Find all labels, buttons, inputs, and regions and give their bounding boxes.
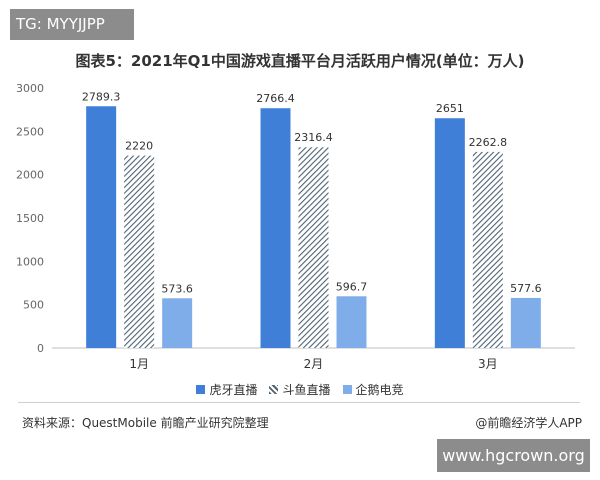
x-tick-label: 2月	[304, 357, 324, 371]
bar	[260, 108, 291, 348]
bar-value-label: 573.6	[161, 282, 193, 295]
bar	[336, 296, 367, 348]
legend-item: 企鹅电竞	[342, 381, 404, 398]
y-tick-label: 0	[37, 342, 44, 355]
y-tick-label: 2500	[16, 125, 44, 138]
legend-label: 斗鱼直播	[282, 383, 331, 397]
legend-item: 虎牙直播	[196, 381, 257, 398]
y-tick-label: 1000	[16, 255, 44, 268]
chart-legend: 虎牙直播 斗鱼直播 企鹅电竞	[0, 381, 600, 398]
bar	[472, 151, 503, 348]
bar	[434, 118, 465, 348]
legend-swatch	[342, 385, 352, 394]
bar	[86, 106, 117, 348]
bar-value-label: 2651	[436, 102, 464, 115]
watermark-label-top: TG: MYYJJPP	[10, 9, 134, 40]
legend-label: 企鹅电竞	[355, 383, 404, 397]
bar-value-label: 2766.4	[256, 92, 295, 105]
bar-value-label: 2220	[125, 140, 153, 153]
bar	[124, 155, 155, 348]
legend-item: 斗鱼直播	[269, 381, 331, 398]
bar-value-label: 2316.4	[294, 131, 333, 144]
watermark-label-bottom: www.hgcrown.org	[437, 439, 590, 472]
y-tick-label: 1500	[16, 212, 44, 225]
y-tick-label: 3000	[16, 82, 44, 95]
bar-chart: 0 500 1000 1500 2000 2500 3000 2789.3 2220 573.6…	[16, 82, 575, 371]
chart-title: 图表5：2021年Q1中国游戏直播平台月活跃用户情况(单位：万人)	[75, 52, 525, 70]
footer-divider	[18, 402, 580, 403]
bar	[298, 147, 329, 348]
y-tick-label: 2000	[16, 169, 44, 182]
y-tick-label: 500	[23, 299, 44, 312]
credit-note: @前瞻经济学人APP	[475, 416, 582, 430]
bar-value-label: 577.6	[510, 282, 542, 295]
x-tick-label: 3月	[478, 357, 498, 371]
bar-value-label: 2262.8	[469, 136, 508, 149]
bar	[510, 297, 541, 348]
bar-value-label: 596.7	[336, 280, 368, 293]
bar	[162, 298, 193, 348]
bar-value-label: 2789.3	[82, 90, 121, 103]
x-tick-label: 1月	[129, 357, 149, 371]
source-note: 资料来源：QuestMobile 前瞻产业研究院整理	[22, 416, 269, 430]
legend-swatch	[269, 385, 279, 394]
legend-label: 虎牙直播	[209, 383, 258, 397]
legend-swatch	[196, 385, 206, 394]
